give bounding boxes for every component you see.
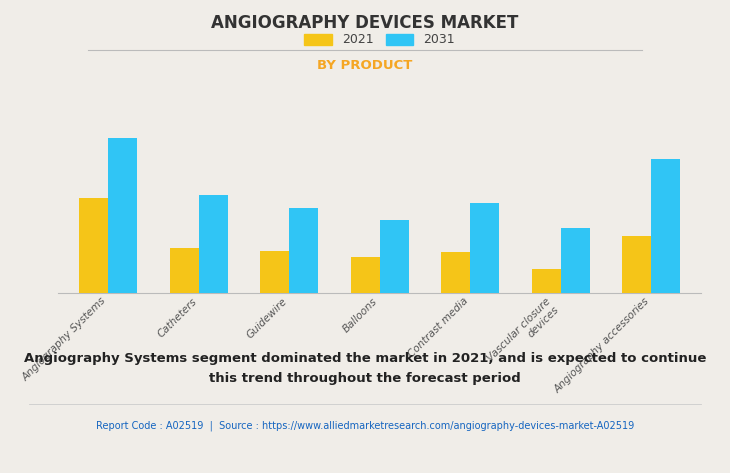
Bar xyxy=(561,228,590,293)
Bar xyxy=(108,138,137,293)
Legend: 2021, 2031: 2021, 2031 xyxy=(304,34,455,46)
Bar xyxy=(470,203,499,293)
Bar xyxy=(531,269,561,293)
Bar xyxy=(380,220,409,293)
Text: BY PRODUCT: BY PRODUCT xyxy=(318,59,412,72)
Text: Angiography Systems segment dominated the market in 2021, and is expected to con: Angiography Systems segment dominated th… xyxy=(24,352,706,385)
Bar xyxy=(80,199,108,293)
Bar xyxy=(260,251,289,293)
Bar xyxy=(169,247,199,293)
Bar xyxy=(651,159,680,293)
Bar xyxy=(441,253,470,293)
Bar xyxy=(289,208,318,293)
Bar xyxy=(350,257,380,293)
Text: ANGIOGRAPHY DEVICES MARKET: ANGIOGRAPHY DEVICES MARKET xyxy=(211,14,519,32)
Bar xyxy=(622,236,651,293)
Text: Report Code : A02519  |  Source : https://www.alliedmarketresearch.com/angiograp: Report Code : A02519 | Source : https://… xyxy=(96,421,634,431)
Bar xyxy=(199,195,228,293)
